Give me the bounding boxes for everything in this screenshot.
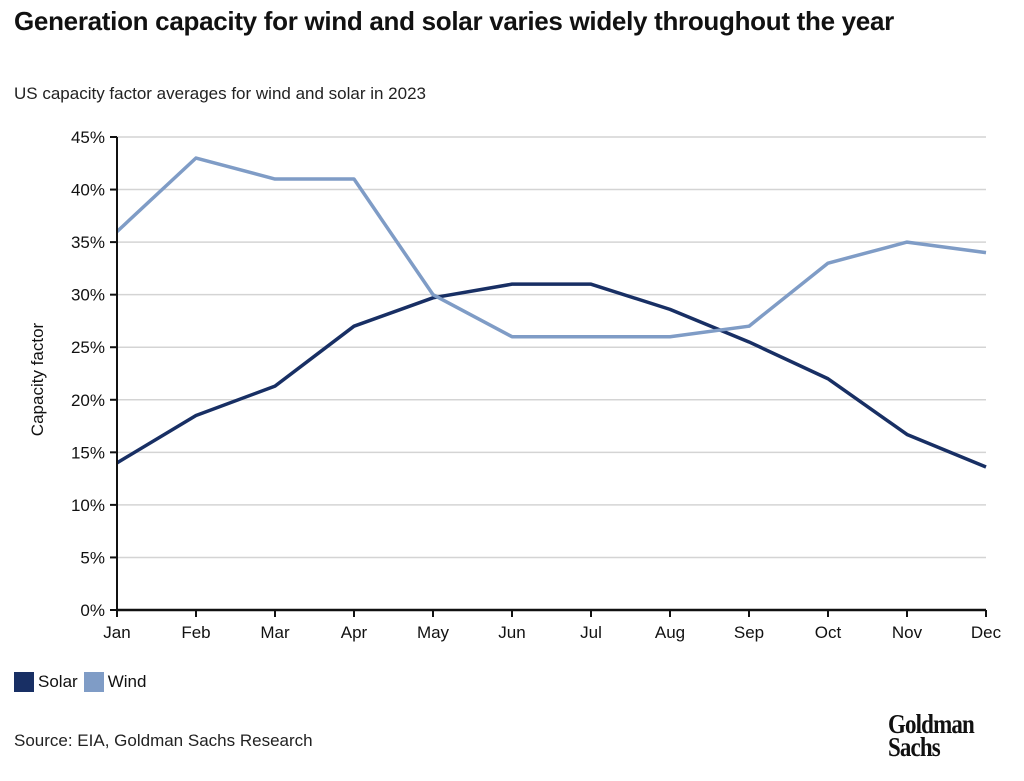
y-tick-label: 0% <box>80 601 105 620</box>
logo-line-1: Goldman <box>888 709 975 739</box>
x-tick-label: Sep <box>734 623 764 642</box>
series-line-solar <box>116 282 987 469</box>
y-tick-label: 35% <box>71 233 105 252</box>
series-lines <box>115 156 987 469</box>
y-tick-label: 10% <box>71 496 105 515</box>
goldman-sachs-logo: Goldman Sachs <box>888 709 975 762</box>
y-tick-label: 45% <box>71 128 105 147</box>
legend-label-wind: Wind <box>107 672 147 691</box>
y-tick-label: 30% <box>71 286 105 305</box>
x-tick-label: Jun <box>498 623 525 642</box>
x-tick-label: Mar <box>260 623 290 642</box>
x-axis-ticks: Jan Feb Mar Apr May Jun Jul Aug Sep Oct Nov Dec <box>103 610 1002 642</box>
y-tick-label: 25% <box>71 338 105 357</box>
source-note: Source: EIA, Goldman Sachs Research <box>14 731 313 750</box>
y-tick-label: 5% <box>80 548 105 567</box>
x-tick-label: Feb <box>181 623 210 642</box>
series-line-wind <box>115 156 987 339</box>
x-tick-label: Jul <box>580 623 602 642</box>
x-tick-label: May <box>417 623 450 642</box>
y-axis-label: Capacity factor <box>28 322 47 436</box>
y-tick-label: 20% <box>71 391 105 410</box>
logo-line-2: Sachs <box>888 732 941 762</box>
gridlines <box>117 136 986 559</box>
x-tick-label: Aug <box>655 623 685 642</box>
x-tick-label: Jan <box>103 623 130 642</box>
x-tick-label: Oct <box>815 623 842 642</box>
y-tick-label: 40% <box>71 181 105 200</box>
x-tick-label: Apr <box>341 623 368 642</box>
legend-item-wind[interactable]: Wind <box>83 672 147 692</box>
legend-swatch-solar <box>14 672 34 692</box>
legend: Solar Wind <box>14 672 152 692</box>
x-tick-label: Dec <box>971 623 1002 642</box>
chart-title: Generation capacity for wind and solar v… <box>14 6 894 36</box>
legend-label-solar: Solar <box>38 672 78 691</box>
legend-swatch-wind <box>83 672 104 692</box>
chart-subtitle: US capacity factor averages for wind and… <box>14 84 427 103</box>
legend-item-solar[interactable]: Solar <box>14 672 78 692</box>
x-tick-label: Nov <box>892 623 923 642</box>
y-tick-label: 15% <box>71 443 105 462</box>
y-axis-ticks: 0% 5% 10% 15% 20% 25% 30% 35% 40% 45% <box>71 128 117 620</box>
